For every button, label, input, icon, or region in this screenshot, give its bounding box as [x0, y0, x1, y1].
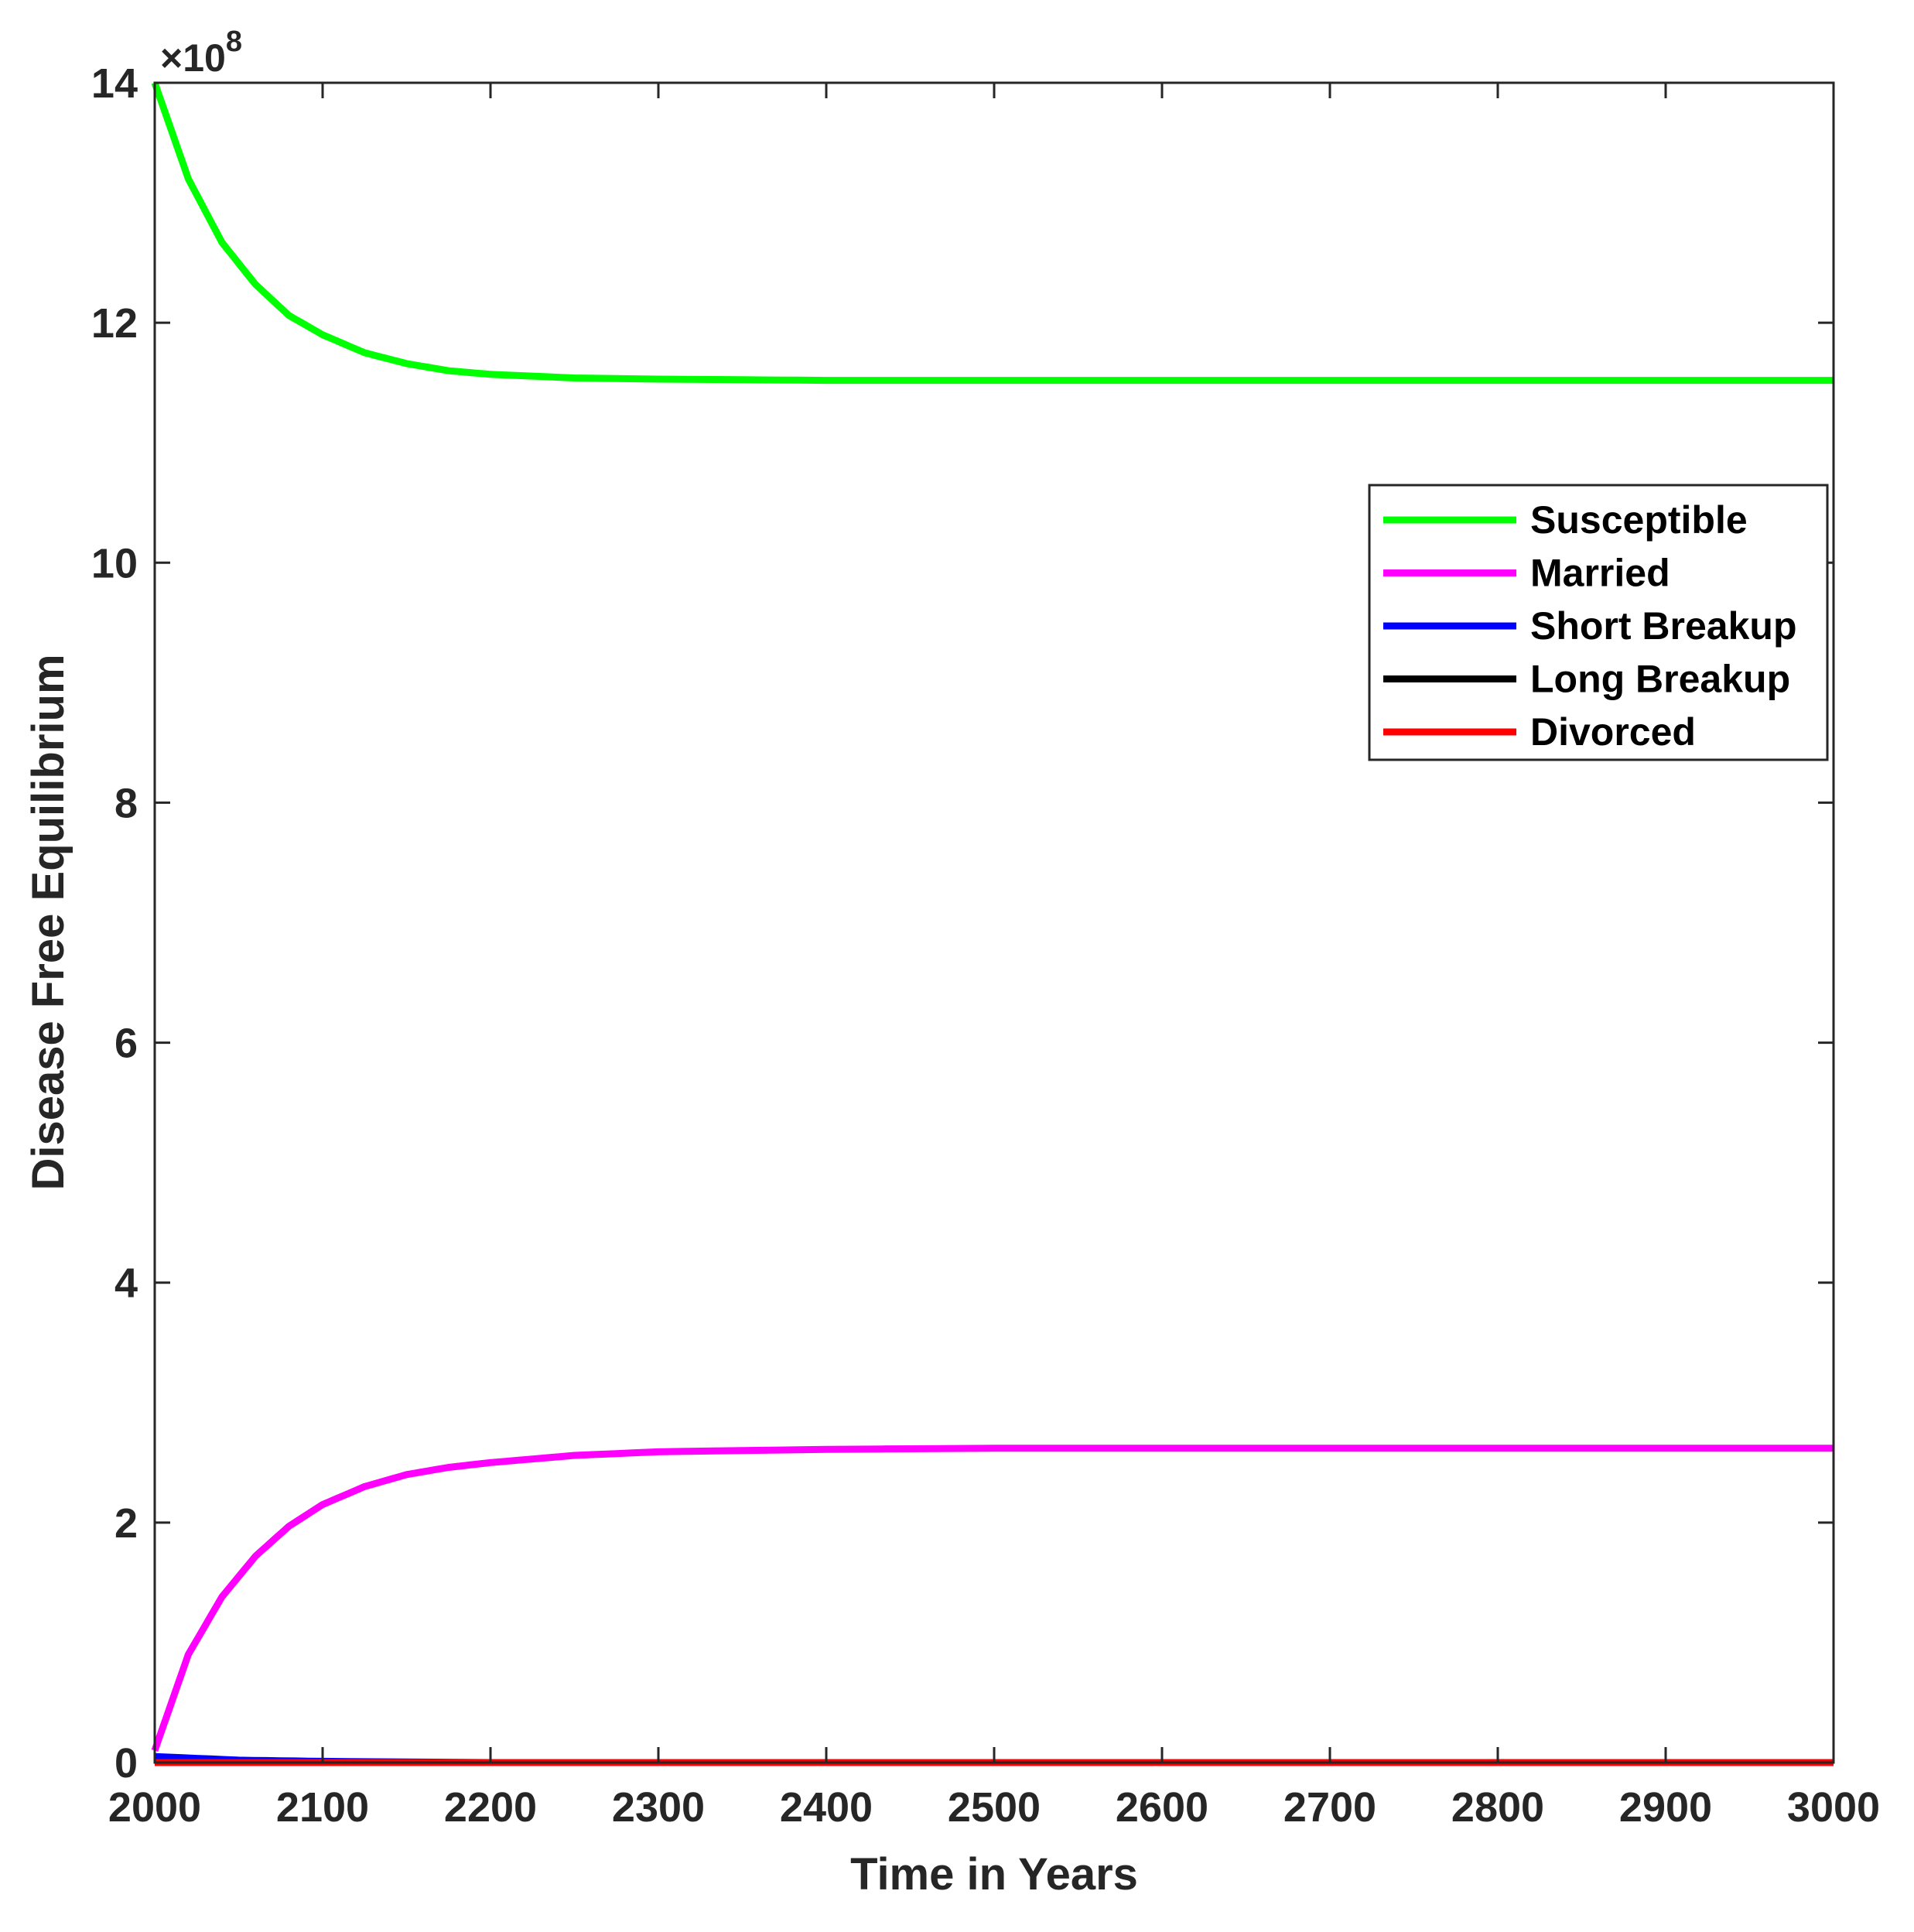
x-tick-label: 2800: [1451, 1784, 1544, 1831]
x-axis-label: Time in Years: [850, 1849, 1138, 1900]
legend-label: Short Breakup: [1530, 604, 1797, 648]
legend-label: Married: [1530, 552, 1670, 595]
y-multiplier: ×108: [160, 26, 242, 80]
x-tick-label: 2200: [444, 1784, 537, 1831]
series-line-married: [151, 1445, 1834, 1752]
y-tick-label: 0: [114, 1740, 138, 1787]
x-tick-label: 2000: [108, 1784, 201, 1831]
plot-area: [155, 83, 1834, 1763]
x-tick-label: 2100: [276, 1784, 369, 1831]
legend-entry-short-breakup: Short Breakup: [1383, 604, 1797, 648]
y-tick-label: 8: [114, 780, 138, 826]
x-tick-label: 2500: [948, 1784, 1041, 1831]
tick-label-layer: 2000 2100 2200 2300 2400 2500 2600 2700 2800 2900…: [91, 60, 1880, 1831]
legend-label: Divorced: [1530, 710, 1696, 754]
x-tick-label: 2300: [612, 1784, 705, 1831]
x-tick-label: 2900: [1619, 1784, 1712, 1831]
legend-entry-long-breakup: Long Breakup: [1383, 658, 1790, 701]
y-axis-label: Disease Free Equilibrium: [23, 654, 73, 1190]
x-tick-label: 3000: [1787, 1784, 1880, 1831]
series-line-susceptible: [151, 81, 1834, 385]
legend-entry-susceptible: Susceptible: [1383, 498, 1748, 542]
y-tick-label: 14: [91, 60, 138, 107]
y-multiplier-base: ×10: [160, 36, 226, 80]
legend-label: Susceptible: [1530, 498, 1748, 542]
y-tick-label: 12: [91, 300, 138, 347]
legend: Susceptible Married Short Breakup Long Brea…: [1368, 484, 1829, 761]
x-tick-label: 2400: [780, 1784, 873, 1831]
y-tick-label: 4: [114, 1260, 138, 1307]
x-tick-label: 2700: [1283, 1784, 1376, 1831]
legend-entry-married: Married: [1383, 552, 1670, 595]
y-tick-label: 10: [91, 540, 138, 586]
y-tick-label: 6: [114, 1021, 138, 1067]
legend-entry-divorced: Divorced: [1383, 710, 1696, 754]
x-tick-label: 2600: [1116, 1784, 1208, 1831]
legend-label: Long Breakup: [1530, 658, 1790, 701]
y-tick-label: 2: [114, 1500, 138, 1547]
legend-items: Susceptible Married Short Breakup Long Brea…: [1383, 498, 1797, 754]
y-multiplier-exponent: 8: [226, 26, 242, 58]
axes-box: [153, 81, 1835, 1764]
